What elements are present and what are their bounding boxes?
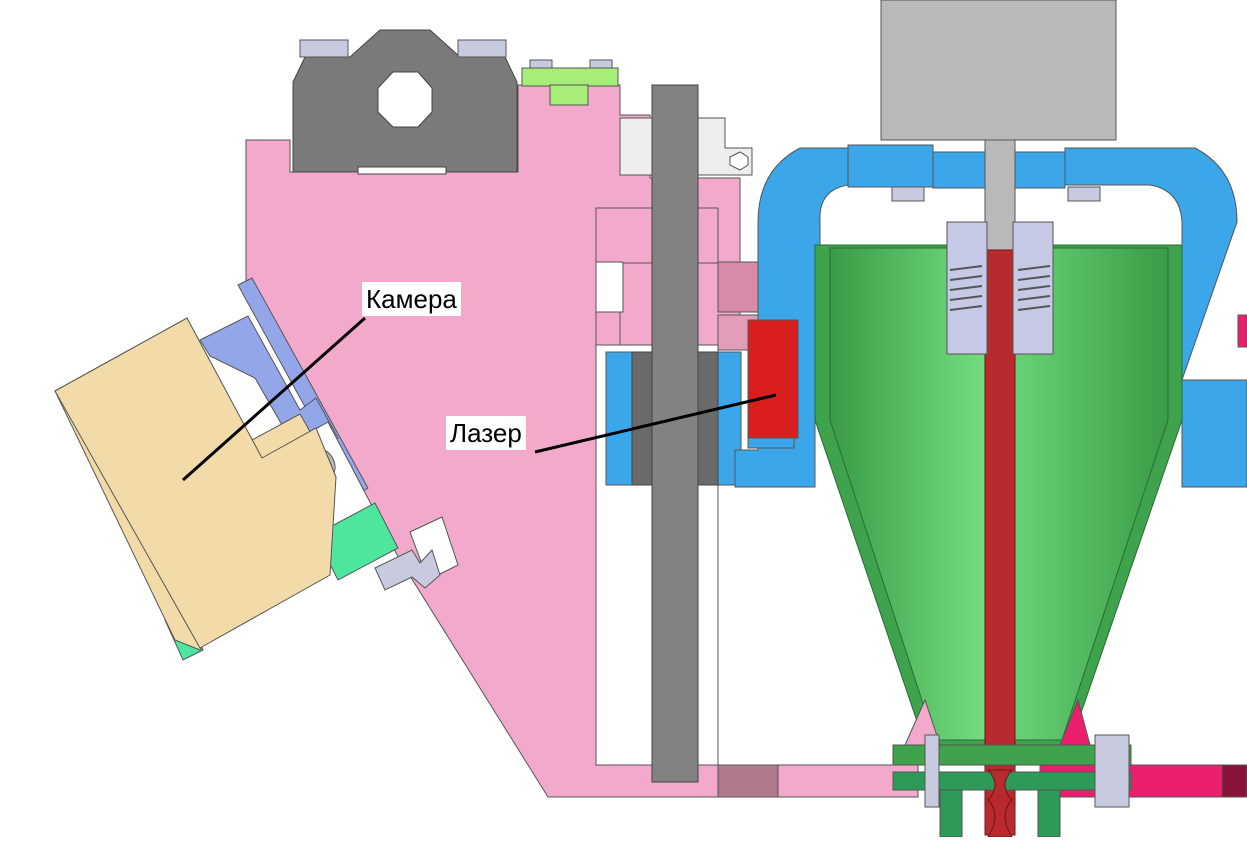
- laser-module: [747, 319, 799, 439]
- camera-leader-line: [182, 316, 366, 482]
- bottom-dark-end: [1221, 764, 1247, 798]
- laser-base: [747, 437, 795, 449]
- camera-body-main: [54, 317, 337, 649]
- clamp-bolt-right: [457, 39, 507, 58]
- lime-bolt-right: [589, 59, 613, 69]
- clip-springs: [949, 265, 1051, 311]
- lime-block: [521, 67, 619, 87]
- bottom-stem-left: [939, 789, 963, 838]
- frame-side-block: [717, 261, 759, 313]
- vertical-rail: [651, 84, 699, 783]
- bottom-bolt-left: [924, 734, 940, 808]
- bottom-stem-right: [1037, 789, 1061, 838]
- feed-tube: [984, 249, 1016, 836]
- lime-block-tab: [549, 84, 589, 106]
- clamp-slot: [357, 166, 447, 175]
- rail-bracket-left: [605, 351, 635, 486]
- cone-frame-top-left: [847, 144, 934, 188]
- camera-label: Камера: [362, 282, 461, 316]
- right-red-tab: [1237, 314, 1247, 348]
- bracket-nut-icon: [729, 151, 749, 171]
- bottom-bar-dark: [717, 764, 779, 798]
- drive-shaft: [880, 0, 1117, 141]
- bottom-bolt-right: [1094, 734, 1130, 808]
- frame-slot-mid: [595, 261, 624, 313]
- bottom-plate-lower: [892, 771, 1132, 791]
- laser-leader-line: [534, 393, 777, 454]
- clamp-bolt-left: [299, 39, 349, 58]
- inner-shaft: [984, 139, 1016, 251]
- clamp-hole: [377, 71, 433, 128]
- laser-label: Лазер: [446, 416, 526, 450]
- mount-bolt: [374, 549, 441, 591]
- lime-bolt-left: [529, 59, 553, 69]
- frame-bolt-right: [1067, 186, 1101, 202]
- bottom-plate-upper: [892, 744, 1132, 766]
- frame-bolt-left: [891, 186, 925, 202]
